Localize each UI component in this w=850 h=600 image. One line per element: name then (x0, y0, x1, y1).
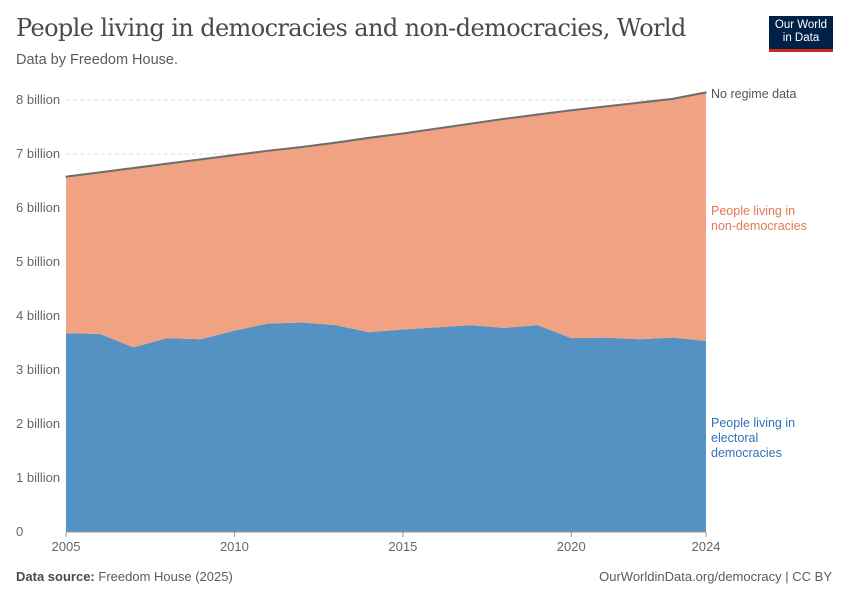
source-label: Data source: (16, 569, 95, 584)
y-tick-label: 5 billion (16, 254, 60, 269)
chart-title: People living in democracies and non-dem… (16, 14, 686, 42)
y-tick-label: 8 billion (16, 92, 60, 107)
legend-democracies: People living in electoral democracies (711, 416, 795, 460)
y-tick-label: 3 billion (16, 362, 60, 377)
area-no-regime-data (65, 91, 707, 178)
data-source: Data source: Freedom House (2025) (16, 569, 233, 584)
y-tick-label: 2 billion (16, 416, 60, 431)
chart-subtitle: Data by Freedom House. (16, 52, 178, 68)
footer-link[interactable]: OurWorldinData.org/democracy | CC BY (599, 569, 832, 584)
y-tick-label: 1 billion (16, 470, 60, 485)
x-tick-label: 2005 (52, 539, 81, 554)
y-tick-label: 4 billion (16, 308, 60, 323)
area-people-living-in-electoral-democracies (66, 322, 706, 532)
legend-no-regime-data: No regime data (711, 87, 797, 101)
y-tick-label: 6 billion (16, 200, 60, 215)
y-tick-label: 0 (16, 524, 23, 539)
source-text[interactable]: Freedom House (2025) (98, 569, 233, 584)
area-people-living-in-non-democracies (66, 92, 706, 348)
legend-non-democracies: People living in non-democracies (711, 204, 807, 233)
y-tick-label: 7 billion (16, 146, 60, 161)
owid-logo[interactable]: Our World in Data (769, 16, 833, 52)
x-tick-label: 2015 (388, 539, 417, 554)
x-tick-label: 2024 (692, 539, 721, 554)
x-tick-label: 2020 (557, 539, 586, 554)
x-tick-label: 2010 (220, 539, 249, 554)
